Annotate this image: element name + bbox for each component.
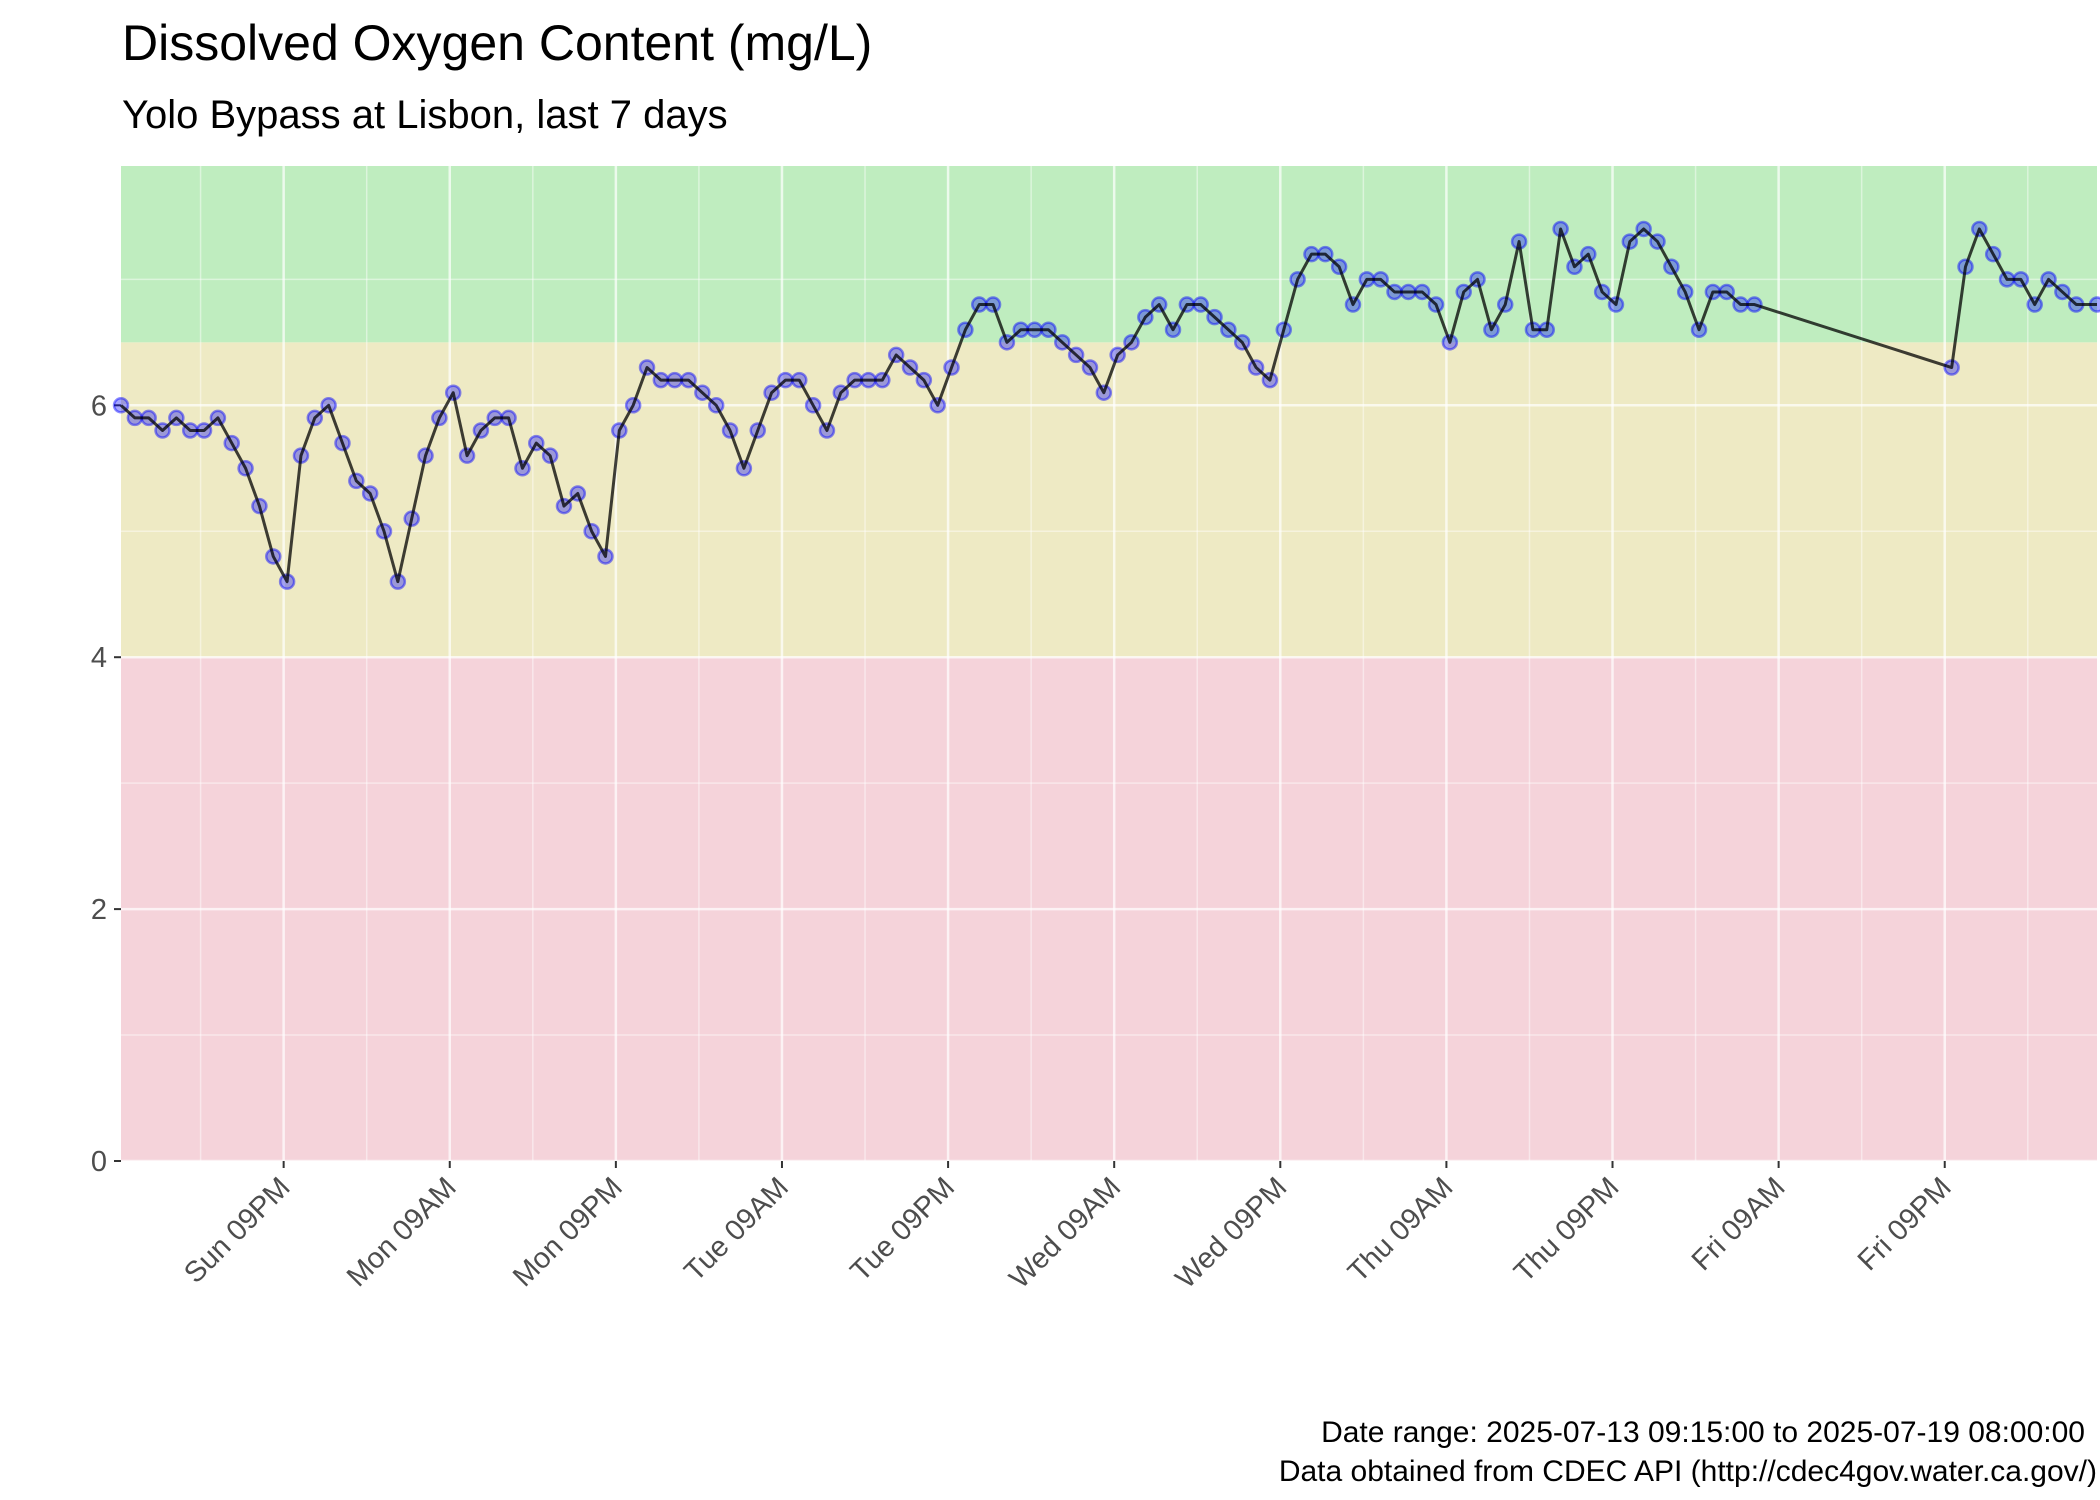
x-tick-label: Fri 09PM <box>1852 1171 1958 1277</box>
caption: Data obtained from CDEC API (http://cdec… <box>1279 1455 2097 1488</box>
y-tick-label: 2 <box>91 894 107 926</box>
chart-title: Dissolved Oxygen Content (mg/L) <box>122 15 872 71</box>
chart-subtitle: Yolo Bypass at Lisbon, last 7 days <box>122 93 728 137</box>
x-tick-label: Sun 09PM <box>178 1171 296 1289</box>
x-tick-label: Tue 09AM <box>678 1171 794 1287</box>
data-line <box>119 227 2097 584</box>
y-tick-label: 6 <box>91 390 107 422</box>
x-tick-label: Fri 09AM <box>1686 1171 1792 1277</box>
x-tick-label: Mon 09PM <box>507 1171 629 1293</box>
x-tick-label: Thu 09PM <box>1508 1171 1625 1288</box>
y-tick-label: 4 <box>91 642 107 674</box>
x-tick-label: Wed 09PM <box>1170 1171 1294 1295</box>
y-tick-label: 0 <box>91 1146 107 1178</box>
x-tick-label: Wed 09AM <box>1003 1171 1127 1295</box>
x-tick-label: Mon 09AM <box>341 1171 463 1293</box>
x-tick-label: Thu 09AM <box>1342 1171 1459 1288</box>
x-tick-label: Tue 09PM <box>845 1171 961 1287</box>
caption: Date range: 2025-07-13 09:15:00 to 2025-… <box>1321 1416 2085 1449</box>
threshold-band <box>121 166 2097 343</box>
